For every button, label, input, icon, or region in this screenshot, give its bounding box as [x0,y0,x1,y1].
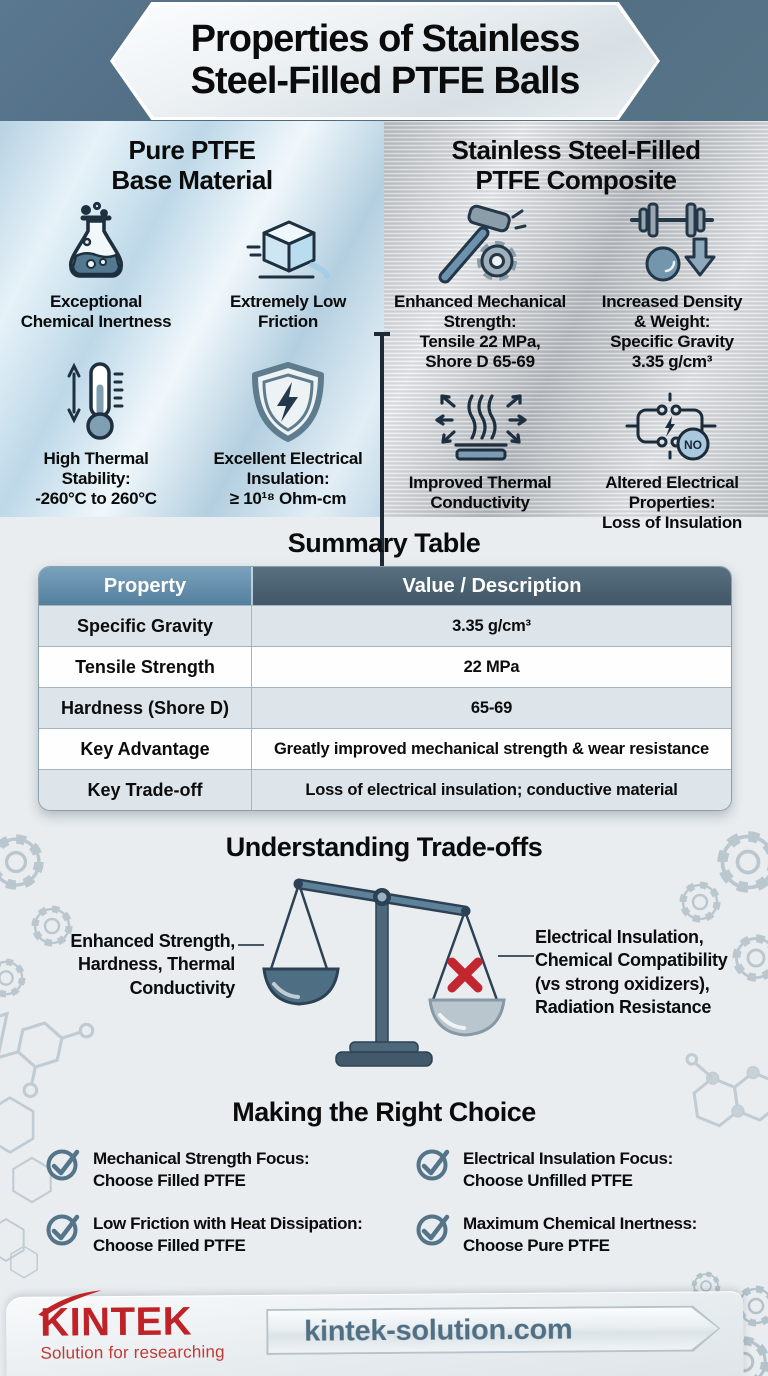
balance-scale-illustration [262,878,506,1067]
feature-caption: Excellent Electrical Insulation: ≥ 10¹⁸ … [213,449,363,509]
choice-item: Electrical Insulation Focus: Choose Unfi… [415,1145,745,1192]
shield-bolt-icon [252,362,324,443]
feature-low-friction: Extremely Low Friction [192,201,384,332]
table-row: Key Trade-off Loss of electrical insulat… [39,769,731,810]
table-cell-property: Specific Gravity [39,606,252,646]
choices-title: Making the Right Choice [232,1097,536,1127]
comparison-columns: Pure PTFE Base Material [0,121,768,624]
feature-thermal-conductivity: Improved Thermal Conductivity [384,382,576,533]
summary-table-title: Summary Table [287,528,481,558]
page-title: Properties of Stainless Steel-Filled PTF… [190,18,581,102]
choice-label: Mechanical Strength Focus: Choose Filled… [93,1149,310,1191]
circuit-no-icon: NO [625,392,717,461]
table-cell-value: Greatly improved mechanical strength & w… [274,739,709,758]
table-cell-property: Hardness (Shore D) [39,688,252,728]
table-cell-property: Key Advantage [39,729,252,769]
table-header-row: Property Value / Description [39,567,731,605]
table-header-property: Property [39,567,253,605]
feature-caption: Extremely Low Friction [229,292,347,332]
table-row: Hardness (Shore D) 65-69 [39,687,731,728]
feature-mechanical-strength: Enhanced Mechanical Strength: Tensile 22… [384,201,576,372]
no-badge-label: NO [684,438,702,452]
header: Properties of Stainless Steel-Filled PTF… [0,0,768,121]
feature-caption: Exceptional Chemical Inertness [20,292,172,332]
flask-icon [68,201,124,278]
check-circle-icon [416,1214,450,1246]
table-row: Key Advantage Greatly improved mechanica… [39,728,731,769]
brand-logo: KINTEK Solution for researching [38,1290,225,1363]
brand-tagline: Solution for researching [40,1342,225,1363]
summary-table: Property Value / Description Specific Gr… [38,566,732,811]
feature-electrical-insulation: Excellent Electrical Insulation: ≥ 10¹⁸ … [192,358,384,509]
table-header-value: Value / Description [253,567,731,605]
table-cell-value: 65-69 [470,698,513,717]
column-pure-ptfe: Pure PTFE Base Material [0,121,384,517]
left-pan [262,967,340,1006]
table-cell-value: Loss of electrical insulation; conductiv… [305,780,678,799]
hammer-gear-icon [438,204,527,284]
ice-cube-icon [246,220,330,279]
feature-caption: Improved Thermal Conductivity [408,473,552,513]
feature-caption: Increased Density & Weight: Specific Gra… [601,292,743,372]
heat-waves-icon [435,394,527,461]
table-cell-value: 3.35 g/cm³ [452,616,531,635]
website-ribbon: kintek-solution.com [266,1305,720,1355]
column-heading-left: Pure PTFE Base Material [111,135,273,195]
feature-caption: Altered Electrical Properties: Loss of I… [601,473,743,533]
weights-arrow-icon [630,202,716,282]
table-cell-property: Tensile Strength [39,647,252,687]
check-circle-icon [46,1149,80,1181]
feature-chemical-inertness: Exceptional Chemical Inertness [0,201,192,332]
gains-connector-line [238,944,264,946]
tradeoffs-title: Understanding Trade-offs [225,832,543,862]
feature-altered-electrical: NO Altered Electrical Properties: Loss o… [576,382,768,533]
choice-label: Electrical Insulation Focus: Choose Unfi… [463,1149,673,1191]
tradeoff-gains-label: Enhanced Strength, Hardness, Thermal Con… [70,931,235,998]
thermometer-icon [67,362,124,440]
column-heading-right: Stainless Steel-Filled PTFE Composite [451,135,701,195]
feature-caption: Enhanced Mechanical Strength: Tensile 22… [394,292,566,372]
website-url: kintek-solution.com [304,1313,573,1348]
brand-blade-icon [38,1290,102,1317]
check-circle-icon [46,1214,80,1246]
feature-caption: High Thermal Stability: -260°C to 260°C [35,449,157,509]
title-banner: Properties of Stainless Steel-Filled PTF… [110,2,660,120]
tradeoff-losses-label: Electrical Insulation, Chemical Compatib… [535,927,728,1018]
x-mark-icon [447,957,483,993]
choice-item: Low Friction with Heat Dissipation: Choo… [45,1210,375,1257]
footer: KINTEK Solution for researching kintek-s… [6,1290,744,1376]
check-circle-icon [416,1149,450,1181]
choice-item: Mechanical Strength Focus: Choose Filled… [45,1145,375,1192]
table-cell-property: Key Trade-off [39,770,252,810]
choice-label: Low Friction with Heat Dissipation: Choo… [93,1214,363,1256]
right-pan [428,998,506,1037]
table-cell-value: 22 MPa [463,657,520,676]
losses-connector-line [498,955,534,957]
table-row: Specific Gravity 3.35 g/cm³ [39,605,731,646]
table-row: Tensile Strength 22 MPa [39,646,731,687]
feature-thermal-stability: High Thermal Stability: -260°C to 260°C [0,358,192,509]
feature-density-weight: Increased Density & Weight: Specific Gra… [576,201,768,372]
choice-label: Maximum Chemical Inertness: Choose Pure … [463,1214,697,1256]
column-filled-ptfe: Stainless Steel-Filled PTFE Composite [384,121,768,532]
choice-item: Maximum Chemical Inertness: Choose Pure … [415,1210,745,1257]
